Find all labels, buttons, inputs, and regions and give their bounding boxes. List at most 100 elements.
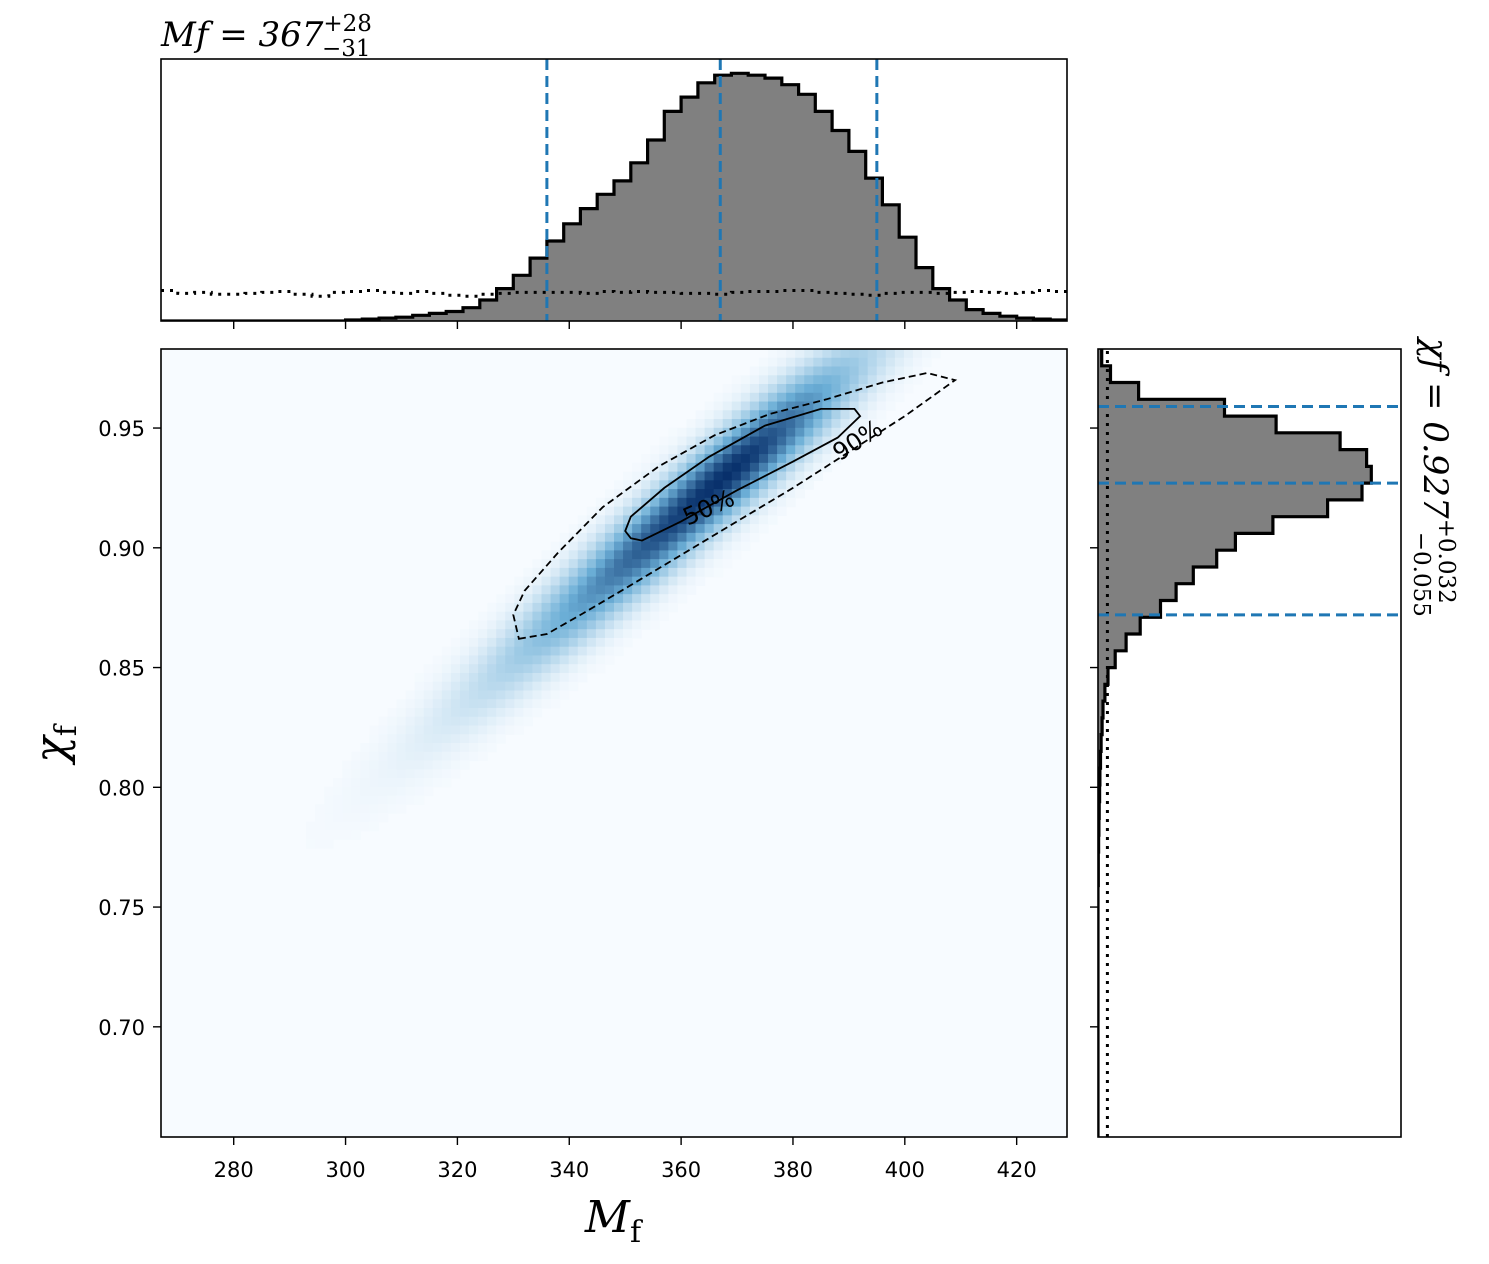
heatmap-cell xyxy=(496,672,506,683)
heatmap-cell xyxy=(885,392,896,403)
heatmap-cell xyxy=(532,620,543,630)
heatmap-cell xyxy=(514,637,524,648)
heatmap-cell xyxy=(450,690,461,700)
heatmap-cell xyxy=(777,445,787,455)
heatmap-cell xyxy=(568,585,579,595)
heatmap-cell xyxy=(795,366,805,376)
heatmap-cell xyxy=(813,401,823,411)
heatmap-cell xyxy=(387,743,398,753)
heatmap-cell xyxy=(731,401,742,411)
heatmap-cell xyxy=(813,471,823,481)
heatmap-cell xyxy=(487,611,497,622)
heatmap-cell xyxy=(831,436,842,446)
heatmap-cell xyxy=(450,760,461,770)
heatmap-cell xyxy=(604,611,615,622)
heatmap-cell xyxy=(713,471,724,481)
heatmap-cell xyxy=(632,567,642,578)
heatmap-cell xyxy=(786,471,796,481)
heatmap-cell xyxy=(614,497,624,508)
heatmap-cell xyxy=(514,681,524,692)
heatmap-cell xyxy=(550,585,561,595)
heatmap-cell xyxy=(342,830,352,840)
heatmap-cell xyxy=(768,357,778,368)
heatmap-cell xyxy=(514,690,524,700)
heatmap-cell xyxy=(559,664,570,674)
heatmap-cell xyxy=(604,559,615,569)
heatmap-cell xyxy=(586,594,597,604)
heatmap-cell xyxy=(441,778,452,788)
heatmap-cell xyxy=(768,384,778,394)
heatmap-cell xyxy=(686,576,697,586)
heatmap-cell xyxy=(677,480,688,490)
right-marginal-panel: χf = 0.927+0.032−0.055 xyxy=(1090,336,1459,1138)
heatmap-cell xyxy=(813,436,823,446)
heatmap-cell xyxy=(487,629,497,639)
heatmap-cell xyxy=(387,760,398,770)
heatmap-cell xyxy=(487,743,497,753)
y-tick-label: 0.90 xyxy=(98,537,145,561)
heatmap-cell xyxy=(795,427,805,438)
heatmap-cell xyxy=(722,532,733,543)
heatmap-cell xyxy=(423,786,434,797)
heatmap-cell xyxy=(604,576,615,586)
heatmap-cell xyxy=(858,427,869,438)
heatmap-cell xyxy=(822,410,833,420)
heatmap-cell xyxy=(840,392,851,403)
heatmap-cell xyxy=(632,620,642,630)
heatmap-cell xyxy=(786,410,796,420)
heatmap-cell xyxy=(686,445,697,455)
heatmap-cell xyxy=(840,419,851,429)
heatmap-cell xyxy=(885,349,896,359)
heatmap-cell xyxy=(369,760,380,770)
heatmap-cell xyxy=(704,506,715,516)
heatmap-cell xyxy=(885,366,896,376)
heatmap-cell xyxy=(614,594,624,604)
heatmap-cell xyxy=(695,427,706,438)
heatmap-cell xyxy=(668,462,679,473)
heatmap-cell xyxy=(659,445,669,455)
heatmap-cell xyxy=(831,357,842,368)
heatmap-cell xyxy=(305,821,316,832)
heatmap-cell xyxy=(867,419,878,429)
heatmap-cell xyxy=(740,401,751,411)
heatmap-cell xyxy=(650,471,660,481)
heatmap-cell xyxy=(496,725,506,735)
heatmap-cell xyxy=(487,690,497,700)
heatmap-cell xyxy=(496,699,506,709)
heatmap-cell xyxy=(496,646,506,657)
heatmap-cell xyxy=(614,620,624,630)
heatmap-cell xyxy=(722,480,733,490)
heatmap-cell xyxy=(659,594,669,604)
heatmap-cell xyxy=(496,707,506,718)
heatmap-cell xyxy=(749,392,760,403)
heatmap-cell xyxy=(831,454,842,464)
heatmap-cell xyxy=(768,375,778,385)
heatmap-cell xyxy=(604,532,615,543)
heatmap-cell xyxy=(777,480,787,490)
heatmap-cell xyxy=(414,690,425,700)
heatmap-cell xyxy=(604,567,615,578)
heatmap-cell xyxy=(414,743,425,753)
heatmap-cell xyxy=(722,401,733,411)
heatmap-cell xyxy=(496,716,506,727)
heatmap-cell xyxy=(595,602,606,613)
chif-title-upper-error: +0.032 xyxy=(1433,519,1459,604)
heatmap-cell xyxy=(822,454,833,464)
heatmap-cell xyxy=(432,751,443,762)
heatmap-cell xyxy=(713,454,724,464)
heatmap-cell xyxy=(568,576,579,586)
heatmap-cell xyxy=(396,716,407,727)
heatmap-cell xyxy=(641,480,651,490)
heatmap-cell xyxy=(804,357,814,368)
heatmap-cell xyxy=(405,751,416,762)
heatmap-cell xyxy=(623,541,633,551)
heatmap-cell xyxy=(595,550,606,560)
heatmap-cell xyxy=(668,524,679,534)
heatmap-cell xyxy=(858,401,869,411)
heatmap-cell xyxy=(731,524,742,534)
heatmap-cell xyxy=(532,567,543,578)
heatmap-cell xyxy=(396,760,407,770)
heatmap-cell xyxy=(677,524,688,534)
heatmap-cell xyxy=(459,760,470,770)
heatmap-cell xyxy=(894,392,905,403)
